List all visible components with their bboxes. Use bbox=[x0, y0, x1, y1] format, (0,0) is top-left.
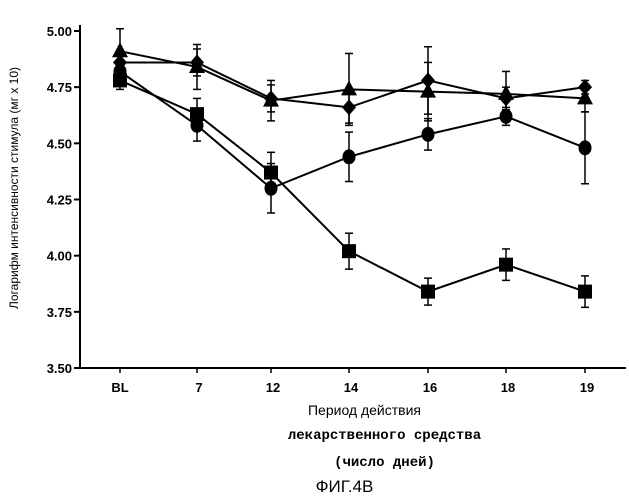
data-point-square bbox=[190, 107, 204, 121]
series-line bbox=[120, 62, 585, 107]
data-point-diamond bbox=[342, 99, 356, 115]
data-point-square bbox=[113, 73, 127, 87]
x-tick-label: 14 bbox=[344, 380, 359, 395]
series-diamond bbox=[113, 47, 592, 123]
chart-series bbox=[112, 29, 593, 308]
data-point-circle bbox=[579, 140, 592, 155]
y-tick-label: 3.75 bbox=[47, 305, 72, 320]
y-tick-label: 4.75 bbox=[47, 80, 72, 95]
x-tick-label: 19 bbox=[580, 380, 594, 395]
data-point-square bbox=[578, 285, 592, 299]
series-circle bbox=[114, 60, 592, 213]
figure-caption: ФИГ.4В bbox=[0, 477, 629, 497]
y-tick-label: 5.00 bbox=[47, 24, 72, 39]
x-axis-label-line3: (число дней) bbox=[0, 455, 629, 471]
data-point-square bbox=[499, 258, 513, 272]
data-point-diamond bbox=[421, 72, 435, 88]
data-point-circle bbox=[422, 127, 435, 142]
data-point-square bbox=[421, 285, 435, 299]
x-tick-label: 18 bbox=[501, 380, 515, 395]
series-line bbox=[120, 80, 585, 291]
y-axis-label: Логарифм интенсивности стимула (мг x 10) bbox=[7, 67, 21, 309]
y-tick-label: 4.25 bbox=[47, 193, 72, 208]
chart-axes: 3.50 3.75 4.00 4.25 4.50 4.75 5.00 BL 7 12 14 16 18 1… bbox=[47, 24, 626, 395]
x-tick-label: BL bbox=[111, 380, 128, 395]
x-axis-label-line1: Период действия bbox=[0, 402, 629, 418]
data-point-diamond bbox=[578, 79, 592, 95]
data-point-circle bbox=[500, 109, 513, 124]
x-tick-label: 12 bbox=[266, 380, 280, 395]
data-point-circle bbox=[343, 149, 356, 164]
y-tick-label: 4.50 bbox=[47, 136, 72, 151]
x-tick-label: 7 bbox=[195, 380, 202, 395]
data-point-square bbox=[264, 166, 278, 180]
y-tick-label: 3.50 bbox=[47, 361, 72, 376]
data-point-square bbox=[342, 244, 356, 258]
x-tick-label: 16 bbox=[423, 380, 437, 395]
y-tick-label: 4.00 bbox=[47, 249, 72, 264]
x-axis-label-line2: лекарственного средства bbox=[0, 428, 629, 444]
